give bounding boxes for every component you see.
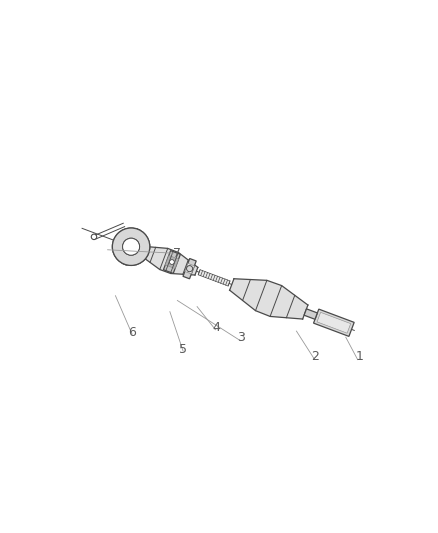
Polygon shape: [122, 228, 140, 265]
Ellipse shape: [122, 238, 139, 255]
Polygon shape: [304, 309, 317, 319]
Polygon shape: [165, 255, 178, 269]
Polygon shape: [229, 279, 307, 319]
Ellipse shape: [112, 228, 149, 265]
Polygon shape: [163, 251, 180, 273]
Text: 6: 6: [128, 326, 136, 338]
Polygon shape: [313, 309, 353, 336]
Polygon shape: [184, 263, 194, 274]
Ellipse shape: [112, 228, 149, 265]
Ellipse shape: [169, 260, 174, 264]
Ellipse shape: [186, 265, 192, 272]
Text: 3: 3: [237, 332, 245, 344]
Text: 4: 4: [212, 321, 219, 334]
Text: 7: 7: [172, 247, 180, 260]
Text: 5: 5: [179, 343, 187, 356]
Text: 1: 1: [355, 350, 363, 364]
Ellipse shape: [122, 238, 139, 255]
Polygon shape: [316, 312, 350, 333]
Polygon shape: [140, 246, 198, 275]
Polygon shape: [198, 270, 230, 286]
Text: 2: 2: [311, 350, 318, 363]
Polygon shape: [183, 259, 196, 279]
